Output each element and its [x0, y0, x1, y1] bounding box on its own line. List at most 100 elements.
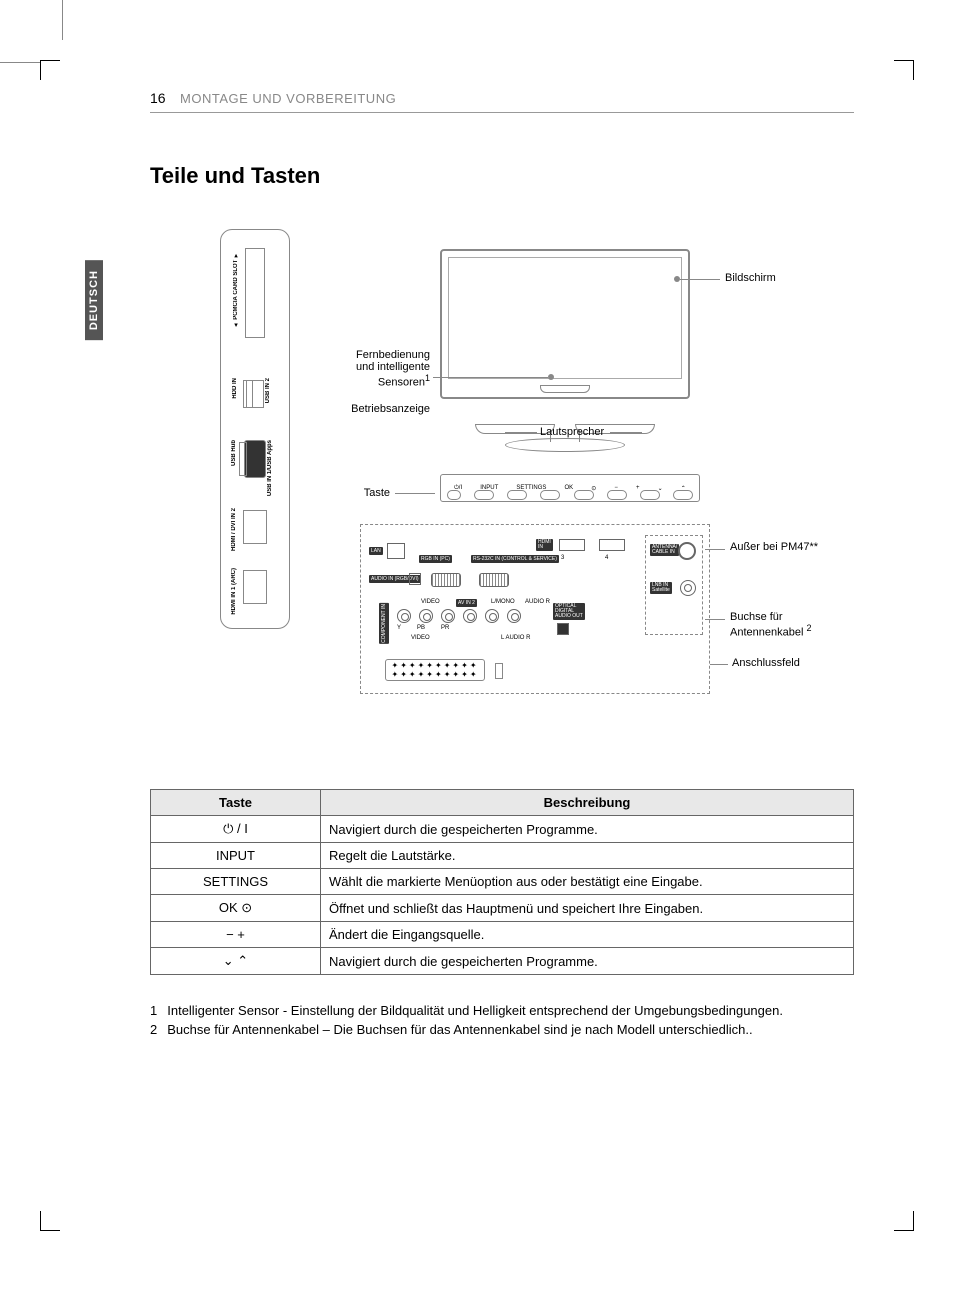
diagram: ▲ PCMCIA CARD SLOT ▼ USB IN 2 HDD IN USB… — [150, 229, 854, 729]
hdmi-port — [599, 539, 625, 551]
pcmcia-label: ▲ PCMCIA CARD SLOT ▼ — [233, 252, 239, 327]
table-row: INPUT Regelt die Lautstärke. — [151, 843, 854, 869]
coax-port — [678, 542, 696, 560]
button — [673, 490, 693, 500]
cable-lock — [495, 663, 503, 679]
video-label: VIDEO — [421, 599, 440, 605]
dsub-port — [479, 573, 509, 587]
table-row: − + Ändert die Eingangsquelle. — [151, 922, 854, 948]
cable-pins: ✦✦✦✦✦✦✦✦✦✦✦✦✦✦✦✦✦✦✦✦ — [391, 661, 478, 679]
leader-line — [680, 279, 720, 280]
port-number: 3 — [561, 555, 564, 561]
crop-mark — [894, 60, 914, 80]
crop-mark — [894, 1211, 914, 1231]
usb-in2-label: USB IN 2 — [265, 378, 271, 403]
table-key: ⏻ / I — [151, 816, 321, 843]
table-header-taste: Taste — [151, 790, 321, 816]
crop-mark — [62, 0, 63, 40]
table-desc: Regelt die Lautstärke. — [321, 843, 854, 869]
connector-panel: LAN RGB IN (PC) RS-232C IN (CONTROL & SE… — [360, 524, 710, 694]
page-number: 16 — [150, 90, 166, 106]
dsub-port — [431, 573, 461, 587]
rca-port — [397, 609, 411, 623]
audio-port — [409, 573, 421, 585]
footnote-text: Intelligenter Sensor - Einstellung der B… — [167, 1003, 783, 1018]
antenna-cable-label: ANTENNA/CABLE IN — [650, 544, 679, 556]
tv-stand — [505, 438, 625, 452]
table-row: SETTINGS Wählt die markierte Menüoption … — [151, 869, 854, 895]
cable-connector: ✦✦✦✦✦✦✦✦✦✦✦✦✦✦✦✦✦✦✦✦ — [385, 659, 485, 681]
optical-label: OPTICALDIGITALAUDIO OUT — [553, 603, 585, 620]
leader-dot — [674, 276, 680, 282]
except-pm47-label: Außer bei PM47** — [730, 541, 818, 553]
hdd-slot — [243, 380, 253, 408]
side-port-panel: ▲ PCMCIA CARD SLOT ▼ USB IN 2 HDD IN USB… — [220, 229, 290, 629]
footnote-2: 2 Buchse für Antennenkabel – Die Buchsen… — [150, 1022, 854, 1037]
rca-port — [507, 609, 521, 623]
leader-line — [705, 619, 725, 620]
leader-dot — [548, 374, 554, 380]
optical-port — [557, 623, 569, 635]
button — [607, 490, 627, 500]
button — [447, 490, 461, 500]
leader-line — [505, 432, 537, 433]
antenna-area: ANTENNA/CABLE IN LNB INSatellite — [645, 535, 703, 635]
hdd-in-label: HDD IN — [232, 378, 238, 399]
component-label: COMPONENT IN — [379, 603, 389, 644]
tv-illustration — [440, 249, 690, 424]
crop-mark — [40, 1211, 60, 1231]
hdmi-slot-4 — [243, 510, 267, 544]
usb-hub-slot — [239, 442, 247, 476]
hdmi-slot-5 — [243, 570, 267, 604]
usb-slot-3 — [244, 440, 266, 478]
table-key: − + — [151, 922, 321, 948]
leader-line — [610, 432, 642, 433]
table-row: OK ⊙ Öffnet und schließt das Hauptmenü u… — [151, 895, 854, 922]
rca-port — [463, 609, 477, 623]
video-label2: VIDEO — [411, 635, 430, 641]
crop-mark — [40, 60, 60, 80]
rca-port — [419, 609, 433, 623]
button-shapes — [440, 490, 700, 500]
lnb-label: LNB INSatellite — [650, 582, 672, 594]
table-desc: Ändert die Eingangsquelle. — [321, 922, 854, 948]
footnote-1: 1 Intelligenter Sensor - Einstellung der… — [150, 1003, 854, 1018]
remote-sensors-label: Fernbedienung und intelligente Sensoren1 — [320, 349, 430, 389]
leader-line — [395, 493, 435, 494]
table-header-beschreibung: Beschreibung — [321, 790, 854, 816]
rs232c-label: RS-232C IN (CONTROL & SERVICE) — [471, 555, 559, 563]
audio-r-label: AUDIO R — [525, 599, 550, 605]
button — [640, 490, 660, 500]
crop-mark — [0, 62, 40, 63]
tv-sensor — [540, 385, 590, 393]
rca-row — [397, 609, 521, 623]
footnote-text: Buchse für Antennenkabel – Die Buchsen f… — [167, 1022, 752, 1037]
section-title: Teile und Tasten — [150, 163, 854, 189]
port-number: 4 — [605, 555, 608, 561]
page-header: 16 MONTAGE UND VORBEREITUNG — [150, 90, 854, 113]
table-row: ⌄ ⌃ Navigiert durch die gespeicherten Pr… — [151, 948, 854, 975]
footnote-num: 2 — [150, 1022, 157, 1037]
hdmi-dvi-label: HDMI / DVI IN 2 — [231, 508, 237, 551]
avin2-label: AV IN 2 — [456, 599, 477, 607]
lnb-port — [680, 580, 696, 596]
connector-panel-label: Anschlussfeld — [732, 657, 800, 669]
table-desc: Öffnet und schließt das Hauptmenü und sp… — [321, 895, 854, 922]
usb-in1-label: USB IN 1/USB Apps — [267, 440, 273, 496]
button — [574, 490, 594, 500]
pcmcia-slot — [245, 248, 265, 338]
ypbpr-row: Y PB PR — [397, 625, 449, 631]
table-desc: Navigiert durch die gespeicherten Progra… — [321, 948, 854, 975]
laudio-label: L AUDIO R — [501, 635, 530, 641]
language-tab: DEUTSCH — [85, 260, 103, 340]
table-desc: Wählt die markierte Menüoption aus oder … — [321, 869, 854, 895]
table-key: SETTINGS — [151, 869, 321, 895]
leader-line — [433, 377, 548, 378]
leader-line — [705, 549, 725, 550]
hdmi-in1-label: HDMI IN 1 (ARC) — [231, 568, 237, 615]
hdmi-port — [559, 539, 585, 551]
button — [474, 490, 494, 500]
table-desc: Navigiert durch die gespeicherten Progra… — [321, 816, 854, 843]
hdmi-in-label: HDMIIN — [536, 539, 553, 551]
footnote-num: 1 — [150, 1003, 157, 1018]
